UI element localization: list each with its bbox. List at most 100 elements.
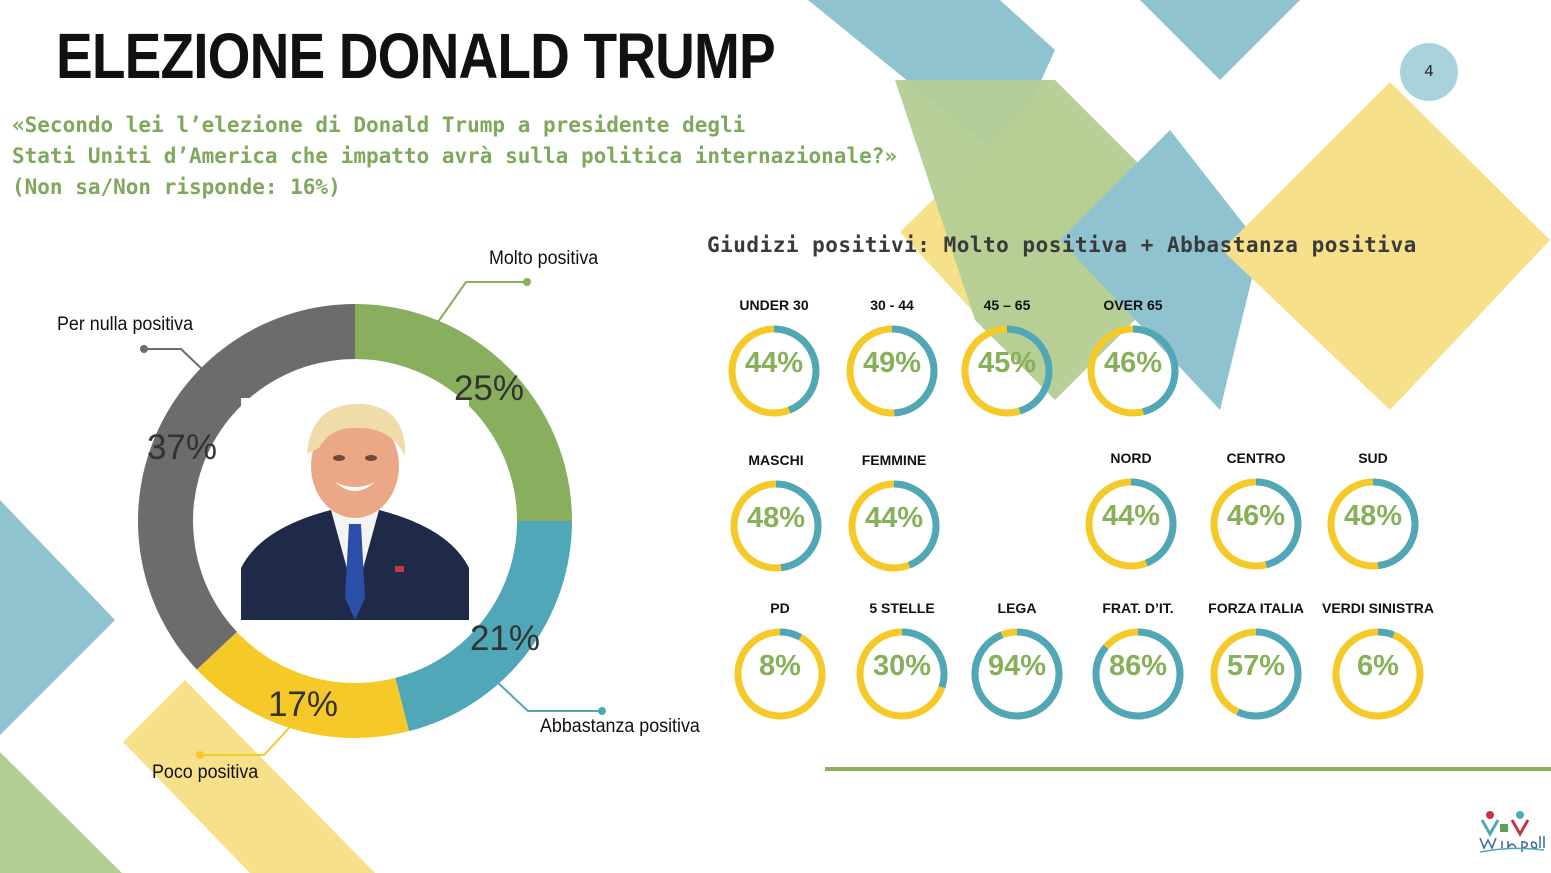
bg-green-triangle-bottom: [0, 752, 122, 873]
bg-teal-triangle-left: [0, 500, 115, 735]
gauge-value: 86%: [1108, 650, 1168, 682]
gauge-label: CENTRO: [1226, 450, 1286, 466]
gauge-30-44: 30 - 44 49%: [827, 297, 957, 447]
leader-line-abbastanza-positiva: [494, 679, 602, 712]
bg-green-diamond: [895, 80, 1215, 400]
gauge-femmine: FEMMINE 44%: [829, 452, 959, 602]
leader-dot-abbastanza-positiva: [598, 707, 606, 715]
gauge-value: 46%: [1103, 347, 1163, 379]
logo-figure-left-head: [1486, 811, 1494, 819]
positive-judgments-heading: Giudizi positivi: Molto positiva + Abbas…: [707, 233, 1417, 257]
leader-dot-molto-positiva: [523, 278, 531, 286]
eye-left: [333, 455, 345, 461]
gauge-verdi-sinistra: VERDI SINISTRA 6%: [1313, 600, 1443, 750]
gauge-label: PD: [770, 600, 790, 616]
gauge-positive-arc: [961, 325, 1053, 417]
question-line-2: Stati Uniti d’America che impatto avrà s…: [12, 144, 898, 168]
leader-line-per-nulla-positiva: [144, 348, 204, 371]
gauge-label: LEGA: [997, 600, 1037, 616]
gauge-value: 44%: [1101, 500, 1161, 532]
gauge-label: SUD: [1358, 450, 1388, 466]
gauge-positive-arc: [1210, 478, 1302, 570]
gauge-maschi: MASCHI 48%: [711, 452, 841, 602]
gauge-positive-arc: [734, 628, 826, 720]
gauge-value: 44%: [864, 502, 924, 534]
gauge-5-stelle: 5 STELLE 30%: [837, 600, 967, 750]
gauge-ring: [1087, 325, 1179, 417]
gauge-ring: [1085, 478, 1177, 570]
logo-house: [1500, 824, 1508, 832]
hair-shape: [307, 403, 406, 456]
leader-line-poco-positiva: [200, 726, 291, 756]
logo-figure-right-body: [1510, 819, 1530, 838]
gauge-label: FRAT. D’IT.: [1102, 600, 1174, 616]
green-divider: [825, 767, 1551, 771]
bg-teal-diamond-top-right: [1140, 0, 1300, 80]
winpoll-logo: [1479, 811, 1545, 853]
gauge-ring: [1210, 478, 1302, 570]
label-per-nulla-positiva: Per nulla positiva: [57, 314, 194, 335]
gauge-label: 30 - 44: [870, 297, 914, 313]
gauge-value: 46%: [1226, 500, 1286, 532]
gauge-positive-arc: [1210, 628, 1302, 720]
gauge-positive-arc: [1332, 628, 1424, 720]
bg-yellow-diamond-right: [1222, 82, 1550, 410]
gauge-label: 45 – 65: [983, 297, 1031, 313]
label-abbastanza-positiva: Abbastanza positiva: [540, 716, 700, 737]
gauge-value: 94%: [987, 650, 1047, 682]
survey-question: «Secondo lei l’elezione di Donald Trump …: [12, 110, 897, 203]
pct-poco-positiva: 17%: [267, 685, 339, 724]
gauge-label: FEMMINE: [861, 452, 927, 468]
page-number: 4: [1424, 63, 1434, 80]
gauge-ring: [1332, 628, 1424, 720]
gauge-centro: CENTRO 46%: [1191, 450, 1321, 600]
gauge-value: 30%: [872, 650, 932, 682]
page-title: ELEZIONE DONALD TRUMP: [56, 20, 776, 92]
logo-wordmark: [1479, 836, 1545, 852]
gauge-lega: LEGA 94%: [952, 600, 1082, 750]
gauge-positive-arc: [971, 628, 1063, 720]
gauge-ring: [1092, 628, 1184, 720]
gauge-value: 8%: [759, 650, 801, 682]
gauge-value: 48%: [746, 502, 806, 534]
gauge-value: 49%: [862, 347, 922, 379]
bg-yellow-diamond-bottom: [123, 680, 375, 873]
portrait-photo: [241, 398, 469, 620]
gauge-over-65: OVER 65 46%: [1068, 297, 1198, 447]
gauge-ring: [971, 628, 1063, 720]
gauge-ring: [728, 325, 820, 417]
gauge-label: MASCHI: [748, 452, 804, 468]
gauge-ring: [846, 325, 938, 417]
gauge-forza-italia: FORZA ITALIA 57%: [1191, 600, 1321, 750]
gauge-value: 57%: [1226, 650, 1286, 682]
gauge-ring: [1210, 628, 1302, 720]
logo-figure-left-body: [1480, 819, 1500, 838]
mouth-shape: [335, 482, 375, 491]
gauge-ring: [734, 628, 826, 720]
gauge-frat-d-it: FRAT. D’IT. 86%: [1073, 600, 1203, 750]
pct-molto-positiva: 25%: [453, 369, 525, 408]
gauge-positive-arc: [1085, 478, 1177, 570]
gauge-positive-arc: [1092, 628, 1184, 720]
pct-per-nulla-positiva: 37%: [146, 428, 218, 467]
gauge-label: FORZA ITALIA: [1208, 600, 1304, 616]
bg-teal-diamond-mid: [1060, 130, 1260, 410]
gauge-ring: [961, 325, 1053, 417]
gauge-positive-arc: [1327, 478, 1419, 570]
donut-slice-molto-positiva: [355, 304, 572, 521]
gauge-positive-arc: [728, 325, 820, 417]
tie-shape: [345, 524, 365, 620]
gauge-positive-arc: [1087, 325, 1179, 417]
gauge-label: UNDER 30: [739, 297, 809, 313]
donut-chart: [138, 278, 606, 759]
eye-right: [365, 455, 377, 461]
flag-pin: [395, 566, 404, 572]
gauge-label: VERDI SINISTRA: [1321, 600, 1434, 616]
gauge-sud: SUD 48%: [1308, 450, 1438, 600]
gauge-value: 45%: [977, 347, 1037, 379]
gauge-positive-arc: [856, 628, 948, 720]
label-molto-positiva: Molto positiva: [489, 248, 599, 269]
logo-swoosh: [1479, 847, 1545, 853]
donut-slice-poco-positiva: [196, 631, 409, 738]
